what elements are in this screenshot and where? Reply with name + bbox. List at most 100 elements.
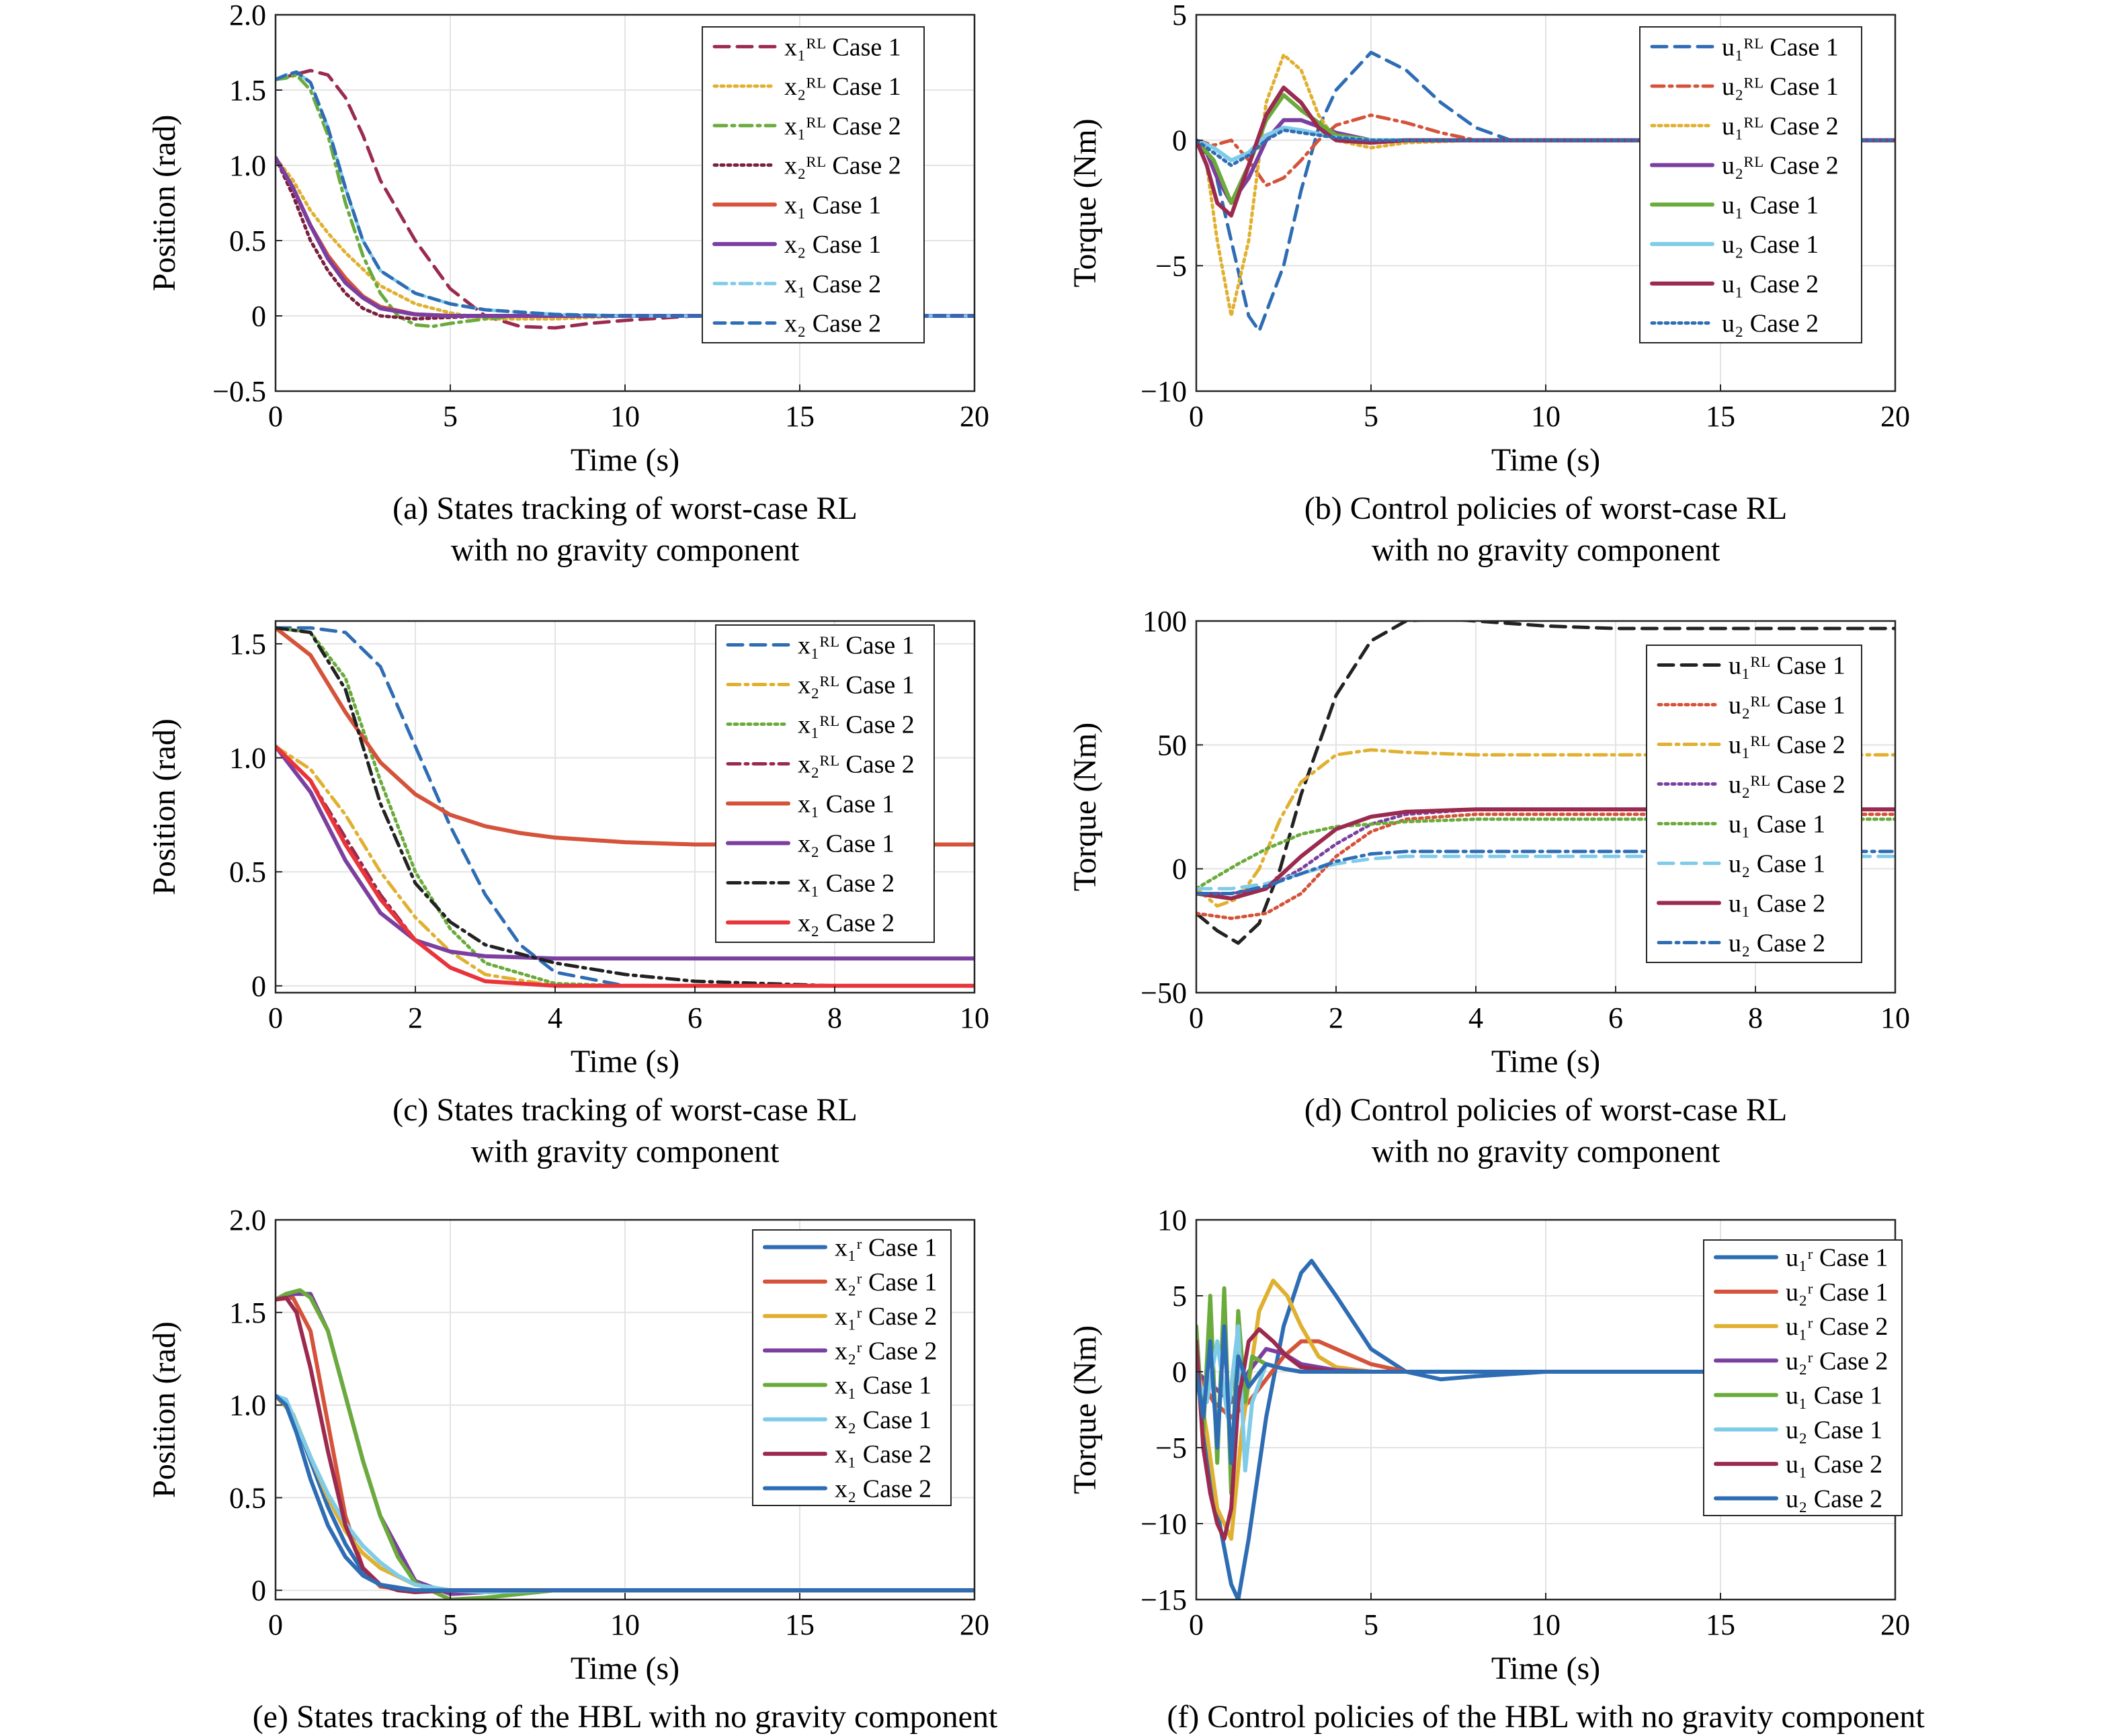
legend-label: u₁ʳ Case 2 [1786, 1313, 1888, 1341]
y-tick-label: −0.5 [212, 375, 266, 408]
y-tick-label: 1.5 [229, 628, 266, 661]
legend-label: x₂ Case 2 [835, 1475, 931, 1503]
legend-label: x₂ Case 1 [784, 231, 881, 259]
legend-box [1639, 26, 1862, 343]
x-tick-label: 20 [960, 400, 989, 433]
y-tick-label: −5 [1155, 249, 1187, 282]
legend-label: x₁ Case 1 [835, 1372, 931, 1400]
x-tick-label: 15 [1706, 1608, 1735, 1641]
series-line-8 [1196, 1324, 1895, 1465]
x-axis-label: Time (s) [1491, 1651, 1600, 1686]
legend-label: x₁ Case 2 [784, 270, 881, 298]
y-tick-label: 0.5 [229, 224, 266, 257]
x-tick-label: 4 [548, 1001, 563, 1034]
y-tick-label: 5 [1172, 0, 1187, 32]
legend-label: u₁ Case 2 [1722, 270, 1819, 298]
series-line-6 [276, 744, 974, 961]
legend-label: x₂ Case 1 [835, 1406, 931, 1434]
x-tick-label: 5 [443, 400, 458, 433]
legend-label: x₁ᴿᴸ Case 1 [798, 632, 915, 660]
x-tick-label: 0 [1189, 1608, 1204, 1641]
x-tick-label: 6 [1608, 1001, 1623, 1034]
caption-line-2: with no gravity component [451, 532, 800, 568]
chart-f: 0 5 10 15 20 −15 −10 −5 0 5 10 Time (s) Torque (Nm) (… [1067, 1204, 1925, 1735]
legend-label: u₂ᴿᴸ Case 1 [1722, 73, 1839, 101]
series-group [276, 69, 974, 330]
legend-label: u₂ Case 1 [1786, 1416, 1882, 1444]
y-axis-label: Torque (Nm) [1067, 1325, 1103, 1494]
legend-label: x₁ʳ Case 1 [835, 1234, 937, 1262]
series-line-1 [276, 69, 974, 330]
series-line-8 [1196, 128, 1895, 167]
x-tick-label: 20 [1880, 400, 1910, 433]
legend-label: x₂ʳ Case 2 [835, 1337, 937, 1365]
legend-label: u₁ᴿᴸ Case 2 [1729, 731, 1845, 759]
y-tick-label: −15 [1140, 1583, 1187, 1616]
y-tick-label: 2.0 [229, 1204, 266, 1237]
legend-box [715, 624, 935, 943]
legend-label: u₁ʳ Case 1 [1786, 1244, 1888, 1272]
legend-label: x₂ᴿᴸ Case 1 [798, 671, 915, 700]
y-tick-label: 2.0 [229, 0, 266, 32]
x-tick-label: 10 [1531, 400, 1561, 433]
series-group [276, 626, 974, 988]
legend-label: u₂ᴿᴸ Case 2 [1729, 771, 1845, 799]
legend-label: u₁ Case 1 [1729, 811, 1825, 839]
legend-label: x₂ᴿᴸ Case 2 [798, 751, 915, 779]
legend-label: u₁ᴿᴸ Case 1 [1722, 33, 1839, 61]
legend-box [1646, 645, 1862, 963]
y-tick-label: 0 [1172, 124, 1187, 157]
x-axis-label: Time (s) [571, 1044, 679, 1079]
chart-e: 0 5 10 15 20 0 0.5 1.0 1.5 2.0 Time (s) Position (r… [147, 1204, 998, 1735]
y-axis-label: Position (rad) [147, 115, 182, 292]
series-line-2 [1196, 113, 1895, 188]
legend-label: u₂ Case 2 [1729, 929, 1825, 958]
legend-label: x₂ʳ Case 1 [835, 1268, 937, 1296]
series-line-2 [1196, 813, 1895, 920]
x-tick-label: 2 [408, 1001, 423, 1034]
plot-frame [1195, 620, 1897, 994]
legend-label: u₂ʳ Case 2 [1786, 1347, 1888, 1375]
legend-box [702, 26, 925, 343]
legend-label: u₁ᴿᴸ Case 1 [1729, 652, 1845, 680]
caption-line-1: (b) Control policies of worst-case RL [1304, 491, 1788, 526]
y-tick-label: 0 [251, 1574, 266, 1607]
legend: x₁ᴿᴸ Case 1 x₂ᴿᴸ Case 1 x₁ᴿᴸ Case 2 x₂ᴿᴸ Ca… [702, 26, 925, 343]
legend-label: u₂ Case 1 [1729, 850, 1825, 878]
legend: x₁ᴿᴸ Case 1 x₂ᴿᴸ Case 1 x₁ᴿᴸ Case 2 x₂ᴿᴸ Ca… [715, 624, 935, 943]
y-tick-label: 0 [1172, 1356, 1187, 1389]
series-line-8 [276, 1393, 974, 1593]
x-tick-label: 8 [1748, 1001, 1763, 1034]
x-tick-label: 5 [1364, 400, 1378, 433]
legend: x₁ʳ Case 1 x₂ʳ Case 1 x₁ʳ Case 2 x₂ʳ Case 2… [752, 1229, 952, 1506]
series-line-2 [276, 156, 974, 321]
x-axis-label: Time (s) [1491, 442, 1600, 478]
x-tick-label: 0 [268, 400, 283, 433]
y-tick-label: 1.0 [229, 149, 266, 182]
legend-label: u₂ʳ Case 1 [1786, 1278, 1888, 1307]
caption-line-1: (e) States tracking of the HBL with no g… [253, 1699, 998, 1735]
x-tick-label: 0 [1189, 1001, 1204, 1034]
chart-b: 0 5 10 15 20 −10 −5 0 5 Time (s) Torque (Nm) (b) Co… [1067, 0, 1910, 568]
legend-label: x₁ Case 1 [784, 191, 881, 219]
legend-label: x₁ʳ Case 2 [835, 1303, 937, 1331]
x-tick-label: 20 [960, 1608, 989, 1641]
y-tick-label: 10 [1157, 1204, 1187, 1237]
caption-line-1: (c) States tracking of worst-case RL [392, 1092, 858, 1128]
legend-label: x₂ᴿᴸ Case 2 [784, 152, 901, 180]
y-tick-label: 100 [1143, 605, 1187, 638]
legend-label: x₂ Case 1 [798, 830, 895, 858]
x-tick-label: 0 [268, 1001, 283, 1034]
y-axis-label: Position (rad) [147, 1321, 182, 1498]
y-tick-label: 1.0 [229, 742, 266, 775]
caption-line-2: with gravity component [471, 1134, 780, 1169]
x-tick-label: 0 [268, 1608, 283, 1641]
caption-line-1: (d) Control policies of worst-case RL [1304, 1092, 1788, 1128]
caption-line-2: with no gravity component [1372, 532, 1720, 568]
legend-label: u₁ Case 2 [1729, 890, 1825, 918]
legend: u₁ᴿᴸ Case 1 u₂ᴿᴸ Case 1 u₁ᴿᴸ Case 2 u₂ᴿᴸ Ca… [1639, 26, 1862, 343]
x-tick-label: 4 [1468, 1001, 1483, 1034]
legend-box [752, 1229, 952, 1506]
